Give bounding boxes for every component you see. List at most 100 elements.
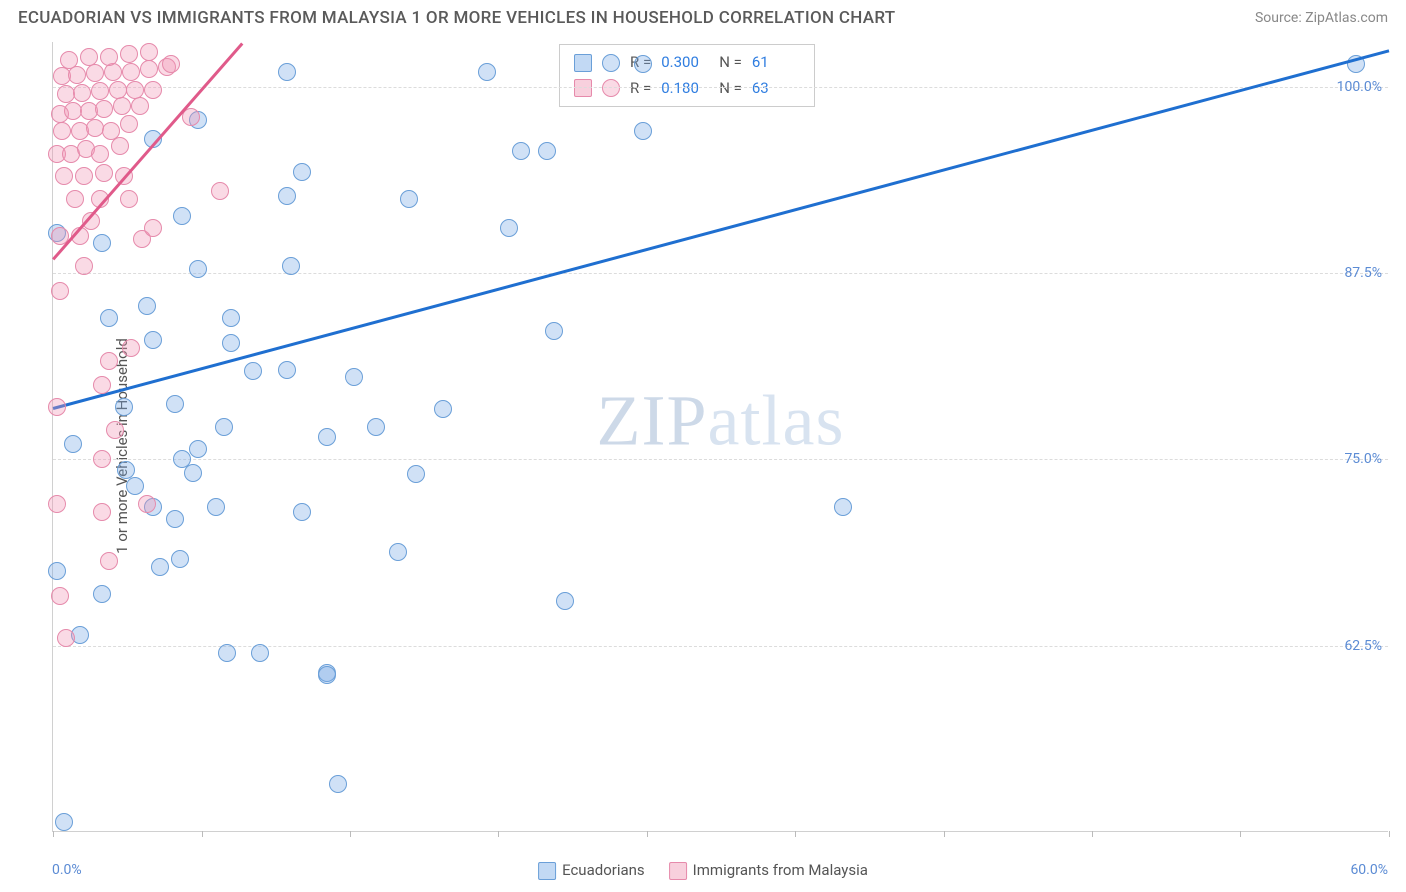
chart-header: ECUADORIAN VS IMMIGRANTS FROM MALAYSIA 1… <box>0 0 1406 34</box>
data-point-b <box>51 587 69 605</box>
data-point-b <box>102 122 120 140</box>
x-tick <box>944 831 945 837</box>
data-point-b <box>60 51 78 69</box>
data-point-a <box>166 510 184 528</box>
data-point-b <box>138 495 156 513</box>
data-point-a <box>184 464 202 482</box>
gridline <box>53 273 1388 274</box>
data-point-b <box>73 84 91 102</box>
data-point-b <box>144 219 162 237</box>
data-point-a <box>64 435 82 453</box>
data-point-b <box>57 629 75 647</box>
data-point-b <box>122 63 140 81</box>
data-point-a <box>278 361 296 379</box>
data-point-a <box>318 666 336 684</box>
data-point-b <box>91 82 109 100</box>
data-point-a <box>115 398 133 416</box>
series-legend: Ecuadorians Immigrants from Malaysia <box>538 861 868 880</box>
data-point-b <box>48 398 66 416</box>
x-tick <box>498 831 499 837</box>
data-point-b <box>75 167 93 185</box>
data-point-b <box>131 97 149 115</box>
data-point-a <box>400 190 418 208</box>
legend-row: R = 0.300 N = 61 <box>574 50 800 76</box>
data-point-a <box>556 592 574 610</box>
data-point-a <box>318 428 336 446</box>
data-point-b <box>126 81 144 99</box>
data-point-a <box>126 477 144 495</box>
data-point-b <box>95 100 113 118</box>
data-point-b <box>120 115 138 133</box>
data-point-a <box>93 234 111 252</box>
data-point-a <box>144 331 162 349</box>
data-point-a <box>171 550 189 568</box>
source-link[interactable]: ZipAtlas.com <box>1305 10 1388 26</box>
data-point-a <box>634 122 652 140</box>
legend-marker-a <box>602 54 620 72</box>
n-value: 61 <box>752 50 800 76</box>
data-point-b <box>140 60 158 78</box>
data-point-b <box>100 352 118 370</box>
legend-row: R = 0.180 N = 63 <box>574 76 800 102</box>
data-point-a <box>500 219 518 237</box>
legend-item: Ecuadorians <box>538 861 645 880</box>
n-label: N = <box>719 76 742 102</box>
correlation-legend: R = 0.300 N = 61 R = 0.180 N = 63 <box>559 44 815 107</box>
gridline <box>53 459 1388 460</box>
data-point-b <box>86 64 104 82</box>
source-attribution: Source: ZipAtlas.com <box>1255 10 1388 26</box>
data-point-b <box>100 552 118 570</box>
legend-label: Ecuadorians <box>562 861 645 879</box>
source-prefix: Source: <box>1255 10 1305 26</box>
data-point-a <box>278 187 296 205</box>
data-point-b <box>100 48 118 66</box>
data-point-b <box>109 81 127 99</box>
data-point-a <box>345 368 363 386</box>
legend-item: Immigrants from Malaysia <box>669 861 868 880</box>
data-point-a <box>478 63 496 81</box>
data-point-a <box>293 163 311 181</box>
data-point-a <box>189 440 207 458</box>
legend-swatch-b <box>574 79 592 97</box>
data-point-a <box>512 142 530 160</box>
data-point-a <box>293 503 311 521</box>
data-point-a <box>407 465 425 483</box>
data-point-b <box>66 190 84 208</box>
gridline <box>53 87 1388 88</box>
data-point-a <box>251 644 269 662</box>
data-point-b <box>93 450 111 468</box>
data-point-a <box>100 309 118 327</box>
n-label: N = <box>719 50 742 76</box>
data-point-b <box>211 182 229 200</box>
data-point-b <box>162 55 180 73</box>
data-point-a <box>207 498 225 516</box>
data-point-a <box>244 362 262 380</box>
data-point-a <box>55 813 73 831</box>
data-point-b <box>91 145 109 163</box>
x-axis-max-label: 60.0% <box>1350 862 1388 878</box>
data-point-a <box>389 543 407 561</box>
data-point-a <box>189 260 207 278</box>
data-point-a <box>282 257 300 275</box>
r-label: R = <box>630 76 651 102</box>
data-point-a <box>138 297 156 315</box>
data-point-a <box>834 498 852 516</box>
data-point-b <box>144 81 162 99</box>
data-point-a <box>538 142 556 160</box>
legend-swatch-a <box>538 862 556 880</box>
data-point-a <box>166 395 184 413</box>
data-point-a <box>222 334 240 352</box>
data-point-b <box>51 282 69 300</box>
watermark-bold: ZIP <box>597 380 708 460</box>
watermark: ZIPatlas <box>597 379 845 462</box>
data-point-b <box>48 495 66 513</box>
legend-swatch-a <box>574 54 592 72</box>
x-tick <box>1389 831 1390 837</box>
data-point-b <box>55 167 73 185</box>
x-tick <box>53 831 54 837</box>
scatter-chart: ZIPatlas R = 0.300 N = 61 R = 0.180 N = … <box>52 42 1388 832</box>
data-point-b <box>140 43 158 61</box>
x-tick <box>795 831 796 837</box>
r-value: 0.300 <box>661 50 709 76</box>
y-tick-label: 62.5% <box>1344 638 1382 654</box>
